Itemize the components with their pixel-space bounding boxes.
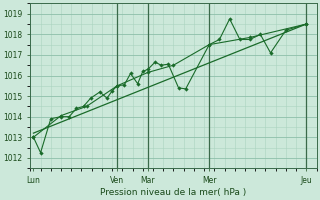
- X-axis label: Pression niveau de la mer( hPa ): Pression niveau de la mer( hPa ): [100, 188, 247, 197]
